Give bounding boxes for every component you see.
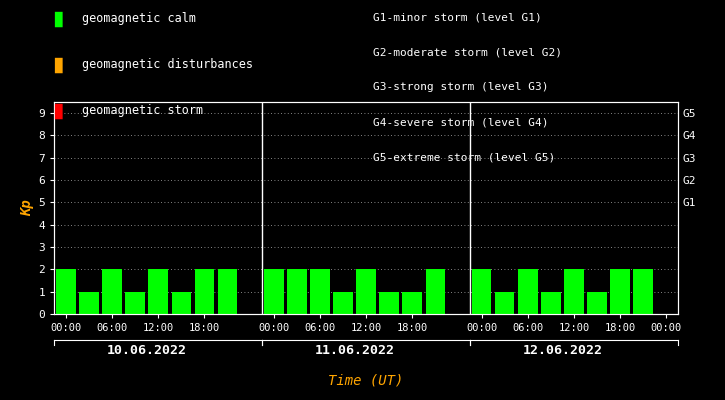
Bar xyxy=(218,269,237,314)
Text: Time (UT): Time (UT) xyxy=(328,374,404,388)
Bar xyxy=(102,269,122,314)
Text: █: █ xyxy=(54,104,62,120)
Text: G2-moderate storm (level G2): G2-moderate storm (level G2) xyxy=(373,47,563,57)
Text: geomagnetic disturbances: geomagnetic disturbances xyxy=(82,58,253,71)
Bar xyxy=(356,269,376,314)
Bar xyxy=(194,269,215,314)
Bar xyxy=(172,292,191,314)
Text: G5-extreme storm (level G5): G5-extreme storm (level G5) xyxy=(373,153,555,163)
Text: G3-strong storm (level G3): G3-strong storm (level G3) xyxy=(373,82,549,92)
Bar xyxy=(379,292,399,314)
Bar xyxy=(264,269,283,314)
Text: G4-severe storm (level G4): G4-severe storm (level G4) xyxy=(373,118,549,128)
Bar xyxy=(634,269,653,314)
Text: 12.06.2022: 12.06.2022 xyxy=(523,344,602,357)
Bar xyxy=(426,269,445,314)
Text: █: █ xyxy=(54,58,62,74)
Text: 11.06.2022: 11.06.2022 xyxy=(315,344,394,357)
Text: G1-minor storm (level G1): G1-minor storm (level G1) xyxy=(373,12,542,22)
Bar xyxy=(79,292,99,314)
Bar xyxy=(472,269,492,314)
Bar xyxy=(149,269,168,314)
Bar xyxy=(541,292,560,314)
Bar xyxy=(518,269,537,314)
Bar xyxy=(495,292,515,314)
Bar xyxy=(564,269,584,314)
Text: geomagnetic calm: geomagnetic calm xyxy=(82,12,196,25)
Y-axis label: Kp: Kp xyxy=(20,200,34,216)
Bar xyxy=(402,292,422,314)
Text: geomagnetic storm: geomagnetic storm xyxy=(82,104,203,117)
Text: █: █ xyxy=(54,12,62,28)
Bar xyxy=(610,269,630,314)
Bar xyxy=(287,269,307,314)
Bar xyxy=(334,292,353,314)
Bar xyxy=(125,292,145,314)
Bar xyxy=(310,269,330,314)
Bar xyxy=(56,269,75,314)
Text: 10.06.2022: 10.06.2022 xyxy=(107,344,187,357)
Bar xyxy=(587,292,607,314)
